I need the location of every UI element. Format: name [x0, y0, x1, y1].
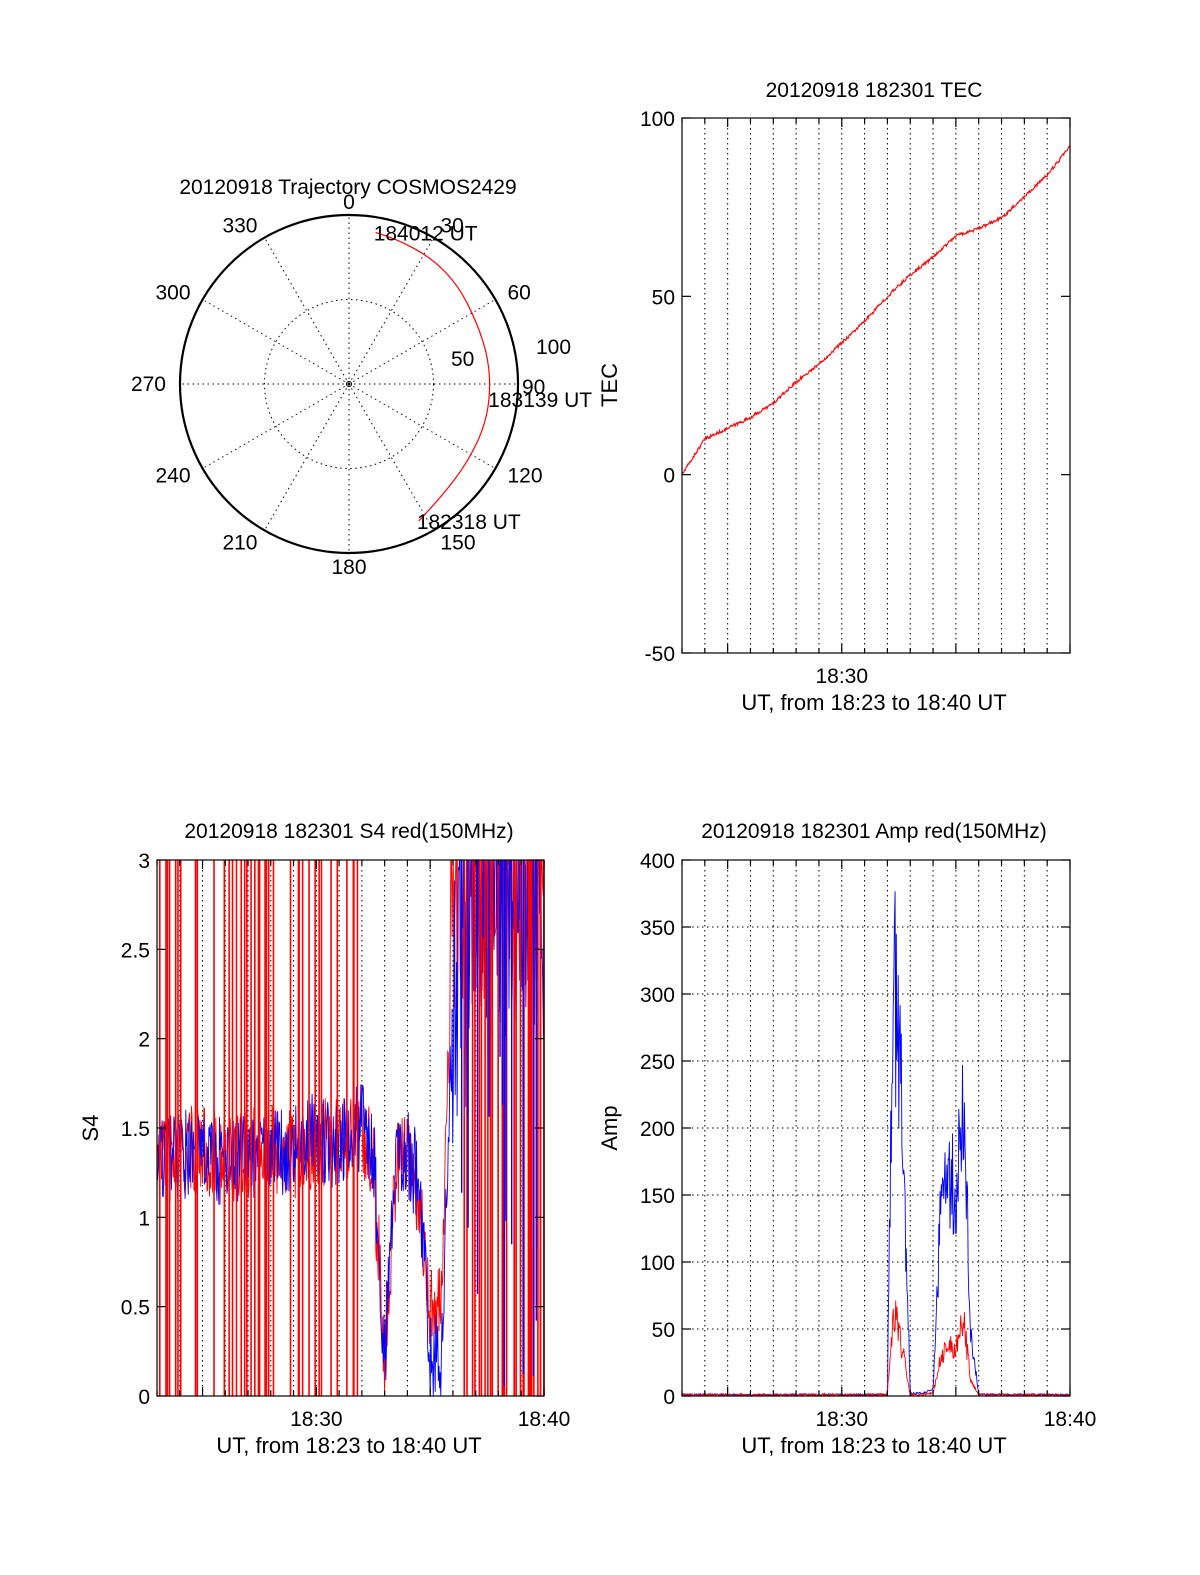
tec-xtick-label-1830: 18:30	[815, 665, 868, 688]
s4-ytick-label-0.5: 0.5	[121, 1297, 150, 1320]
amp-frame	[681, 859, 1071, 1397]
amp-ytick-label-400: 400	[640, 850, 675, 873]
s4-chart: 20120918 182301 S4 red(150MHz) 0 0.5 1 1.5 2…	[78, 820, 570, 1458]
s4-xlabel: UT, from 18:23 to 18:40 UT	[216, 1433, 481, 1458]
amp-ytick-label-100: 100	[640, 1252, 675, 1275]
polar-azimuth-label-150: 150	[441, 531, 476, 554]
s4-xtick-label-1840: 18:40	[518, 1408, 571, 1431]
polar-grid	[178, 213, 520, 555]
s4-title: 20120918 182301 S4 red(150MHz)	[184, 820, 513, 843]
tec-ytick-label-100: 100	[640, 108, 675, 131]
polar-spoke-330	[264, 237, 350, 385]
s4-ylabel: S4	[78, 1115, 103, 1142]
polar-azimuth-label-120: 120	[507, 465, 542, 488]
s4-ytick-label-0: 0	[138, 1386, 150, 1409]
tec-series	[681, 145, 1071, 476]
s4-ytick-label-1.5: 1.5	[121, 1118, 150, 1141]
polar-azimuth-label-270: 270	[131, 373, 166, 396]
tec-ytick-label-0: 0	[663, 465, 675, 488]
polar-azimuth-label-0: 0	[343, 191, 355, 214]
amp-series-line-0	[681, 891, 1070, 1397]
s4-ytick-label-2: 2	[138, 1029, 150, 1052]
amp-series	[681, 891, 1071, 1397]
amp-ytick-label-250: 250	[640, 1051, 675, 1074]
s4-xtick-label-1830: 18:30	[290, 1408, 343, 1431]
s4-ytick-label-1: 1	[138, 1207, 150, 1230]
s4-ytick-label-2.5: 2.5	[121, 939, 150, 962]
tec-title: 20120918 182301 TEC	[766, 79, 983, 102]
s4-series	[156, 858, 545, 1397]
tec-frame	[681, 117, 1071, 654]
amp-ytick-label-50: 50	[652, 1319, 675, 1342]
polar-spoke-120	[348, 383, 496, 469]
amp-ylabel: Amp	[597, 1105, 622, 1150]
polar-annotation-1: 183139 UT	[488, 389, 592, 412]
polar-center	[346, 381, 352, 387]
amp-ytick-label-350: 350	[640, 917, 675, 940]
polar-azimuth-label-90: 90	[522, 376, 545, 399]
amp-ytick-label-300: 300	[640, 984, 675, 1007]
s4-ytick-label-3: 3	[138, 850, 150, 873]
tec-axes: -50 0 50 100 18:30	[640, 108, 1071, 688]
amp-grid	[682, 860, 1070, 1396]
polar-spoke-60	[348, 299, 496, 385]
trajectory-polar-chart: 20120918 Trajectory COSMOS2429 0 30 60 90 12…	[131, 176, 592, 579]
polar-annotation-0: 184012 UT	[374, 223, 478, 246]
polar-ring-50	[264, 299, 434, 469]
tec-xlabel: UT, from 18:23 to 18:40 UT	[741, 690, 1006, 715]
tec-series-line-0	[681, 145, 1071, 476]
tec-ytick-label--50: -50	[645, 643, 675, 666]
tec-ytick-label-50: 50	[652, 286, 675, 309]
polar-radial-label-100: 100	[536, 336, 571, 359]
amp-ytick-label-150: 150	[640, 1185, 675, 1208]
polar-outer-circle	[178, 213, 520, 555]
polar-spoke-210	[264, 383, 350, 531]
tec-chart: 20120918 182301 TEC -50 0 50 100 18:30 TEC U…	[597, 79, 1071, 715]
polar-annotation-2: 182318 UT	[417, 511, 521, 534]
amp-ytick-label-0: 0	[663, 1386, 675, 1409]
polar-azimuth-label-180: 180	[331, 556, 366, 579]
polar-spoke-300	[202, 299, 350, 385]
polar-azimuth-label-300: 300	[155, 282, 190, 305]
amp-xtick-label-1840: 18:40	[1044, 1408, 1097, 1431]
polar-azimuth-label-240: 240	[155, 465, 190, 488]
polar-azimuth-label-210: 210	[222, 531, 257, 554]
polar-azimuth-labels: 0 30 60 90 120 150 180 210 240 270 300 330 50 100	[131, 191, 571, 579]
amp-chart: 20120918 182301 Amp red(150MHz) 0 50 100 15…	[597, 820, 1096, 1458]
amp-ytick-label-200: 200	[640, 1118, 675, 1141]
polar-azimuth-label-330: 330	[222, 215, 257, 238]
amp-xtick-label-1830: 18:30	[815, 1408, 868, 1431]
polar-spoke-240	[202, 383, 350, 469]
amp-axes: 0 50 100 150 200 250 300 350 400 18:30 18:40	[640, 850, 1096, 1431]
polar-spoke-30	[348, 237, 434, 385]
polar-azimuth-label-30: 30	[441, 215, 464, 238]
s4-axes: 0 0.5 1 1.5 2 2.5 3 18:30 18:40	[121, 850, 570, 1431]
tec-grid	[704, 118, 1048, 653]
polar-azimuth-label-60: 60	[507, 282, 530, 305]
trajectory-title: 20120918 Trajectory COSMOS2429	[179, 176, 516, 199]
tec-ylabel: TEC	[597, 363, 622, 407]
amp-title: 20120918 182301 Amp red(150MHz)	[701, 820, 1047, 843]
amp-xlabel: UT, from 18:23 to 18:40 UT	[741, 1433, 1006, 1458]
polar-track-line	[375, 231, 491, 522]
polar-annotations: 184012 UT 183139 UT 182318 UT	[374, 223, 593, 534]
polar-radial-label-50: 50	[451, 348, 474, 371]
amp-series-line-1	[681, 1300, 1071, 1397]
polar-spoke-150	[348, 383, 434, 531]
polar-track	[375, 231, 491, 522]
